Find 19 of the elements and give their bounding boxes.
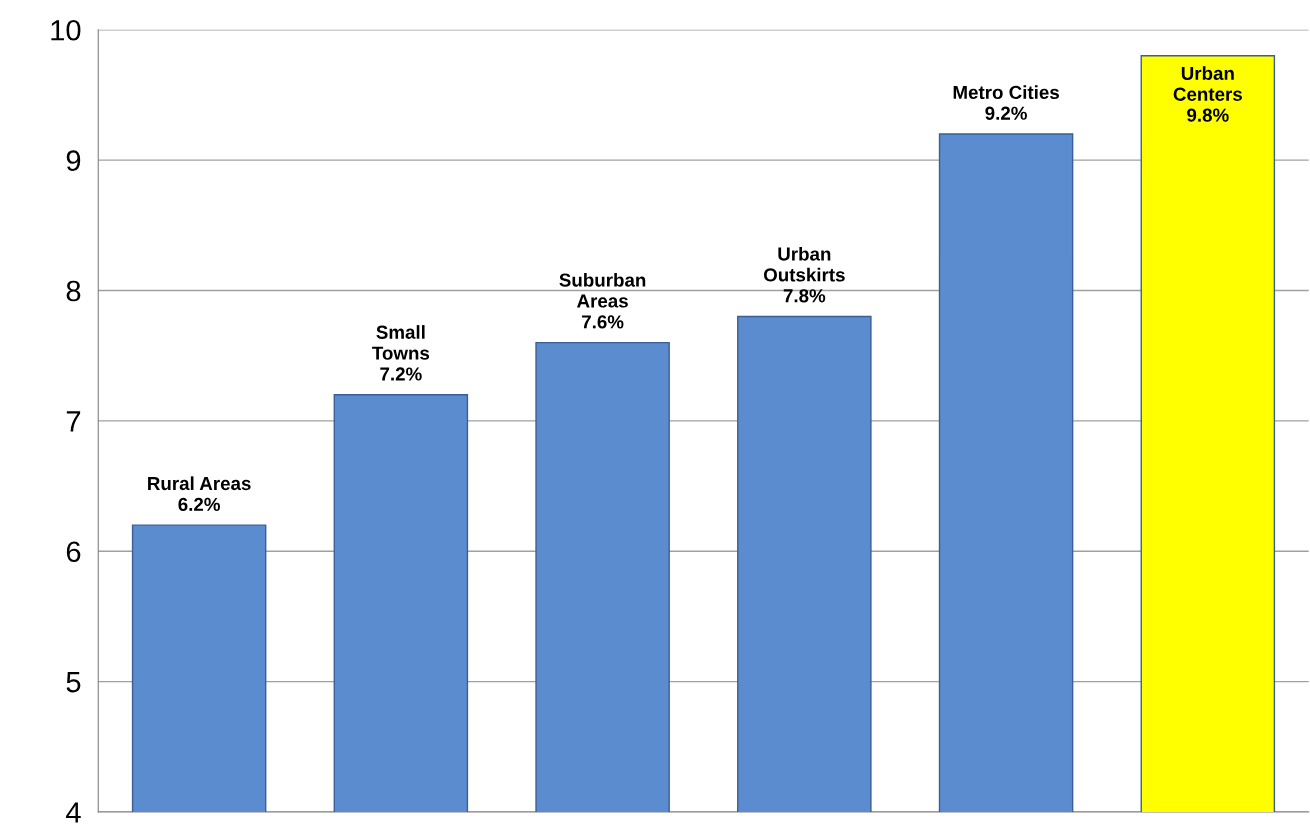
x-tick-label: Urban Centers	[1173, 66, 1242, 101]
x-tick-label: Small Towns	[372, 325, 430, 360]
x-tick-label: Metro Cities	[953, 85, 1059, 100]
data-label: 9.2%	[985, 106, 1027, 120]
y-tick-label: 10	[51, 19, 81, 41]
y-tick-label: 4	[66, 802, 81, 823]
y-tick-label: 8	[66, 280, 81, 302]
y-tick-label: 6	[66, 541, 81, 563]
data-label: 7.2%	[380, 367, 422, 381]
y-tick-label: 5	[66, 672, 81, 693]
x-tick-label: Urban Outskirts	[763, 246, 845, 282]
y-tick-label: 9	[66, 150, 81, 171]
x-tick-label: Rural Areas	[148, 476, 251, 491]
data-label: 9.8%	[1187, 108, 1229, 122]
data-label: 6.2%	[178, 497, 220, 512]
x-tick-label: Suburban Areas	[559, 272, 646, 308]
y-tick-label: 7	[66, 411, 81, 432]
data-label: 7.6%	[582, 315, 624, 329]
data-label: 7.8%	[783, 289, 826, 303]
